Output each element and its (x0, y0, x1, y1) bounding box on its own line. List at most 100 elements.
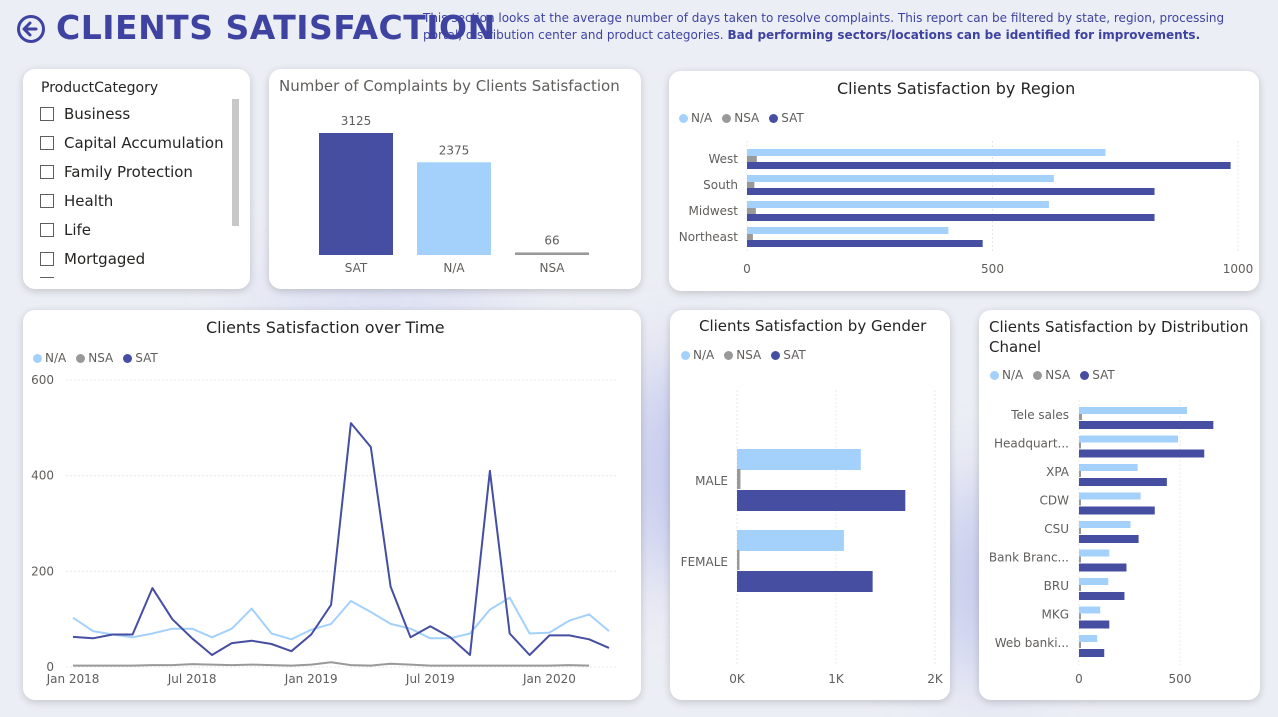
legend-item-sat[interactable]: SAT (123, 351, 158, 365)
series-line-sat (72, 422, 610, 656)
bar-sat (1079, 592, 1125, 600)
slicer-item-health[interactable]: Health (40, 186, 235, 215)
slicer-item-business[interactable]: Business (40, 99, 235, 128)
page-description: This section looks at the average number… (423, 10, 1263, 44)
legend-item-na[interactable]: N/A (679, 111, 712, 125)
bar-na (1079, 635, 1098, 642)
y-tick-label: 400 (31, 469, 54, 483)
category-label: Tele sales (1010, 408, 1069, 422)
chart-title: Clients Satisfaction by Region (837, 79, 1076, 98)
slicer-list: Business Capital Accumulation Family Pro… (40, 99, 235, 286)
category-label: West (708, 152, 738, 166)
checkbox[interactable] (40, 106, 54, 121)
bar-na (1079, 549, 1110, 557)
category-label: NSA (539, 261, 565, 275)
bar-na (1079, 606, 1101, 614)
bar-sat (747, 188, 1155, 195)
arrow-left-icon (22, 21, 38, 37)
slicer-item-mortgaged[interactable]: Mortgaged (40, 244, 235, 273)
data-label: 66 (544, 233, 559, 247)
bar-sat (1079, 535, 1139, 543)
slicer-item-life[interactable]: Life (40, 215, 235, 244)
bar-na (737, 530, 844, 551)
series-line-nsa (73, 661, 590, 667)
data-label: 2375 (439, 143, 470, 157)
chart-title: Clients Satisfaction over Time (206, 318, 445, 337)
bar-nsa (1079, 642, 1081, 648)
page-title: CLIENTS SATISFACTION (56, 8, 496, 47)
checkbox[interactable] (40, 193, 54, 208)
x-tick-label: 500 (1169, 672, 1192, 686)
chart-title: Number of Complaints by Clients Satisfac… (279, 77, 620, 95)
bar-na (747, 175, 1054, 182)
legend-item-sat[interactable]: SAT (771, 348, 806, 362)
legend-item-sat[interactable]: SAT (1080, 368, 1115, 382)
bar-sat (737, 571, 873, 592)
slicer-item-label: Mortgaged (64, 249, 146, 268)
series-line-na (72, 596, 610, 641)
slicer-item-capital-accumulation[interactable]: Capital Accumulation (40, 128, 235, 157)
checkbox[interactable] (40, 251, 54, 266)
bar-nsa (747, 182, 755, 188)
legend-item-na[interactable]: N/A (990, 368, 1023, 382)
bar-nsa (737, 550, 740, 570)
bar-nsa (1079, 414, 1083, 420)
description-text: This section looks at the average number… (423, 11, 1225, 42)
back-button[interactable] (17, 15, 45, 43)
slicer-item-partial (40, 277, 54, 286)
slicer-item-family-protection[interactable]: Family Protection (40, 157, 235, 186)
bar-na (747, 149, 1106, 156)
chart-legend: N/A NSA SAT (679, 111, 804, 125)
legend-item-sat[interactable]: SAT (769, 111, 804, 125)
bar-nsa (747, 156, 757, 162)
bar-sat (319, 133, 393, 255)
checkbox[interactable] (40, 164, 54, 179)
legend-item-na[interactable]: N/A (33, 351, 66, 365)
bar-nsa (1079, 471, 1081, 477)
category-label: South (703, 178, 738, 192)
satisfaction-by-region-card: Clients Satisfaction by Region N/A NSA S… (669, 71, 1259, 291)
chart-legend: N/A NSA SAT (681, 348, 806, 362)
product-category-slicer: ProductCategory Business Capital Accumul… (23, 69, 250, 289)
slicer-item-label: Health (64, 191, 114, 210)
category-label: Web banki... (995, 636, 1069, 650)
bar-nsa (747, 234, 753, 240)
chart-title-line-2: Chanel (989, 338, 1042, 356)
legend-item-nsa[interactable]: NSA (724, 348, 761, 362)
x-tick-label: Jan 2020 (522, 672, 576, 686)
bar-na (1079, 492, 1141, 500)
bar-sat (1079, 449, 1205, 458)
legend-item-na[interactable]: N/A (681, 348, 714, 362)
bar-nsa (1079, 528, 1081, 534)
time-line-chart: 0 200 400 600 Jan 2018 Jul 2018 Jan 2019 Jul 20… (31, 373, 618, 686)
checkbox[interactable] (40, 135, 54, 150)
x-tick-label: 2K (927, 672, 944, 686)
bar-na (1079, 435, 1178, 443)
x-tick-label: 0 (743, 262, 751, 276)
channel-bar-chart: 0 500 Tele sales Headquart... XPA CDW CSU Bank … (989, 400, 1214, 686)
legend-item-nsa[interactable]: NSA (76, 351, 113, 365)
chart-title-line-1: Clients Satisfaction by Distribution (989, 318, 1249, 336)
bar-nsa (737, 469, 741, 489)
chart-title: Clients Satisfaction by Distribution Cha… (989, 317, 1248, 357)
x-tick-label: Jul 2018 (167, 672, 217, 686)
legend-item-nsa[interactable]: NSA (722, 111, 759, 125)
slicer-scrollbar[interactable] (232, 99, 239, 226)
legend-item-nsa[interactable]: NSA (1033, 368, 1070, 382)
category-label: MALE (695, 474, 728, 488)
category-label: FEMALE (681, 555, 728, 569)
slicer-item-label: Capital Accumulation (64, 133, 224, 152)
chart-legend: N/A NSA SAT (990, 368, 1115, 382)
description-highlight: Bad performing sectors/locations can be … (727, 28, 1201, 42)
category-label: CDW (1040, 494, 1070, 508)
x-tick-label: 0K (729, 672, 746, 686)
checkbox[interactable] (40, 222, 54, 237)
x-tick-label: Jan 2019 (284, 672, 338, 686)
region-bar-chart: 0 500 1000 West South Midwest Northeast (679, 141, 1253, 276)
bar-na (1079, 578, 1109, 585)
category-label: Midwest (689, 204, 739, 218)
bar-sat (1079, 649, 1105, 657)
data-label: 3125 (341, 114, 372, 128)
bar-nsa (1079, 585, 1081, 591)
bar-na (737, 449, 861, 470)
